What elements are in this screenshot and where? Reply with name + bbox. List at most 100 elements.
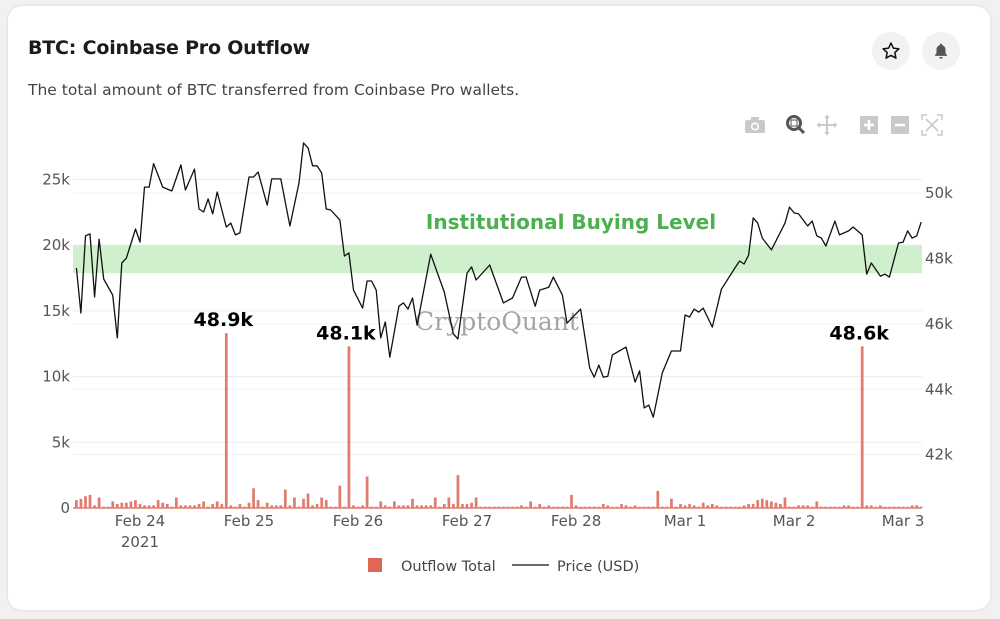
outflow-bar	[706, 505, 710, 508]
outflow-bar	[538, 504, 542, 508]
outflow-bar	[633, 505, 637, 508]
outflow-bar	[679, 504, 682, 508]
outflow-bar	[379, 501, 383, 508]
outflow-bar	[193, 505, 196, 508]
outflow-bar	[288, 505, 292, 508]
alert-button[interactable]	[922, 32, 960, 70]
outflow-bar	[279, 505, 283, 508]
outflow-bar	[252, 488, 255, 508]
outflow-bar	[293, 497, 296, 508]
outflow-bar	[452, 504, 455, 508]
outflow-bar	[869, 505, 873, 508]
outflow-bar	[879, 505, 882, 508]
outflow-bar	[211, 504, 215, 508]
outflow-bar	[311, 505, 314, 508]
price-line	[75, 142, 922, 418]
chart-subtitle: The total amount of BTC transferred from…	[28, 81, 520, 99]
price-series-line	[75, 142, 922, 418]
legend-item-outflow[interactable]: Outflow Total	[368, 558, 496, 575]
outflow-bar	[429, 505, 433, 508]
outflow-bar	[75, 500, 78, 508]
outflow-bar	[152, 505, 155, 508]
y-right-tick-label: 46k	[925, 315, 953, 333]
outflow-bar	[315, 504, 319, 508]
outflow-bar	[406, 505, 410, 508]
y-right-tick-label: 42k	[925, 446, 953, 464]
zoom-out-icon[interactable]	[891, 116, 909, 134]
legend: Outflow Total Price (USD)	[368, 558, 639, 575]
outflow-bar	[147, 505, 151, 508]
pan-icon[interactable]	[817, 115, 837, 135]
outflow-bar	[306, 493, 310, 508]
y-left-tick-label: 5k	[52, 433, 71, 451]
zoom-icon[interactable]	[786, 115, 806, 135]
x-tick-label: Mar 1	[664, 512, 707, 530]
x-tick-label: Mar 3	[882, 512, 925, 530]
outflow-bar	[765, 500, 769, 508]
outflow-bar	[397, 505, 401, 508]
legend-swatch-outflow	[368, 558, 382, 572]
outflow-bar	[797, 505, 800, 508]
outflow-bar	[420, 505, 423, 508]
y-left-tick-label: 10k	[42, 368, 70, 386]
outflow-bar	[179, 505, 183, 508]
favorite-button[interactable]	[872, 32, 910, 70]
outflow-bar	[220, 504, 224, 508]
outflow-bar	[111, 501, 115, 508]
camera-icon[interactable]	[745, 117, 765, 133]
legend-label-outflow: Outflow Total	[401, 559, 496, 575]
outflow-bar	[769, 501, 773, 508]
outflow-bar	[247, 502, 251, 508]
outflow-bar	[93, 505, 96, 508]
zoom-in-icon[interactable]	[860, 116, 878, 134]
outflow-bar	[520, 505, 523, 508]
outflow-bar	[184, 505, 187, 508]
outflow-bar	[915, 505, 919, 508]
outflow-bar	[424, 505, 428, 508]
autoscale-icon[interactable]	[921, 114, 943, 136]
outflow-bar	[529, 501, 532, 508]
outflow-bar	[138, 504, 142, 508]
outflow-bar	[215, 501, 219, 508]
outflow-bar	[347, 346, 351, 508]
outflow-bar	[461, 504, 464, 508]
watermark: CryptoQuant	[415, 307, 579, 336]
outflow-bar	[801, 505, 805, 508]
outflow-bar	[447, 497, 451, 508]
chart-card	[8, 6, 990, 610]
outflow-bar	[165, 504, 169, 508]
outflow-bar	[197, 504, 201, 508]
outflow-bar	[338, 485, 342, 508]
outflow-bar	[238, 504, 242, 508]
modebar	[745, 114, 943, 136]
outflow-bar	[910, 505, 914, 508]
outflow-bar	[606, 505, 610, 508]
outflow-bar	[774, 502, 778, 508]
outflow-bar	[320, 497, 324, 508]
y-right-tick-label: 44k	[925, 380, 953, 398]
outflow-bar	[283, 489, 287, 508]
outflow-bar	[174, 497, 178, 508]
x-tick-label: Feb 25	[224, 512, 274, 530]
outflow-bar	[456, 475, 460, 508]
outflow-bar	[715, 505, 719, 508]
bar-annotation: 48.6k	[829, 322, 889, 344]
legend-item-price[interactable]: Price (USD)	[512, 559, 639, 575]
outflow-bar	[352, 505, 355, 508]
bell-icon	[935, 43, 947, 59]
outflow-bar	[692, 505, 696, 508]
outflow-bar	[188, 505, 192, 508]
outflow-bar	[747, 504, 751, 508]
outflow-bar	[270, 505, 274, 508]
outflow-bar	[751, 504, 755, 508]
y-left-tick-label: 20k	[42, 236, 70, 254]
outflow-bar	[842, 505, 846, 508]
outflow-bar	[402, 505, 405, 508]
outflow-bar	[161, 502, 165, 508]
outflow-bar	[265, 502, 269, 508]
outflow-bar	[224, 333, 228, 508]
outflow-bar	[574, 505, 578, 508]
outflow-bar	[79, 498, 83, 508]
outflow-bar	[383, 505, 387, 508]
